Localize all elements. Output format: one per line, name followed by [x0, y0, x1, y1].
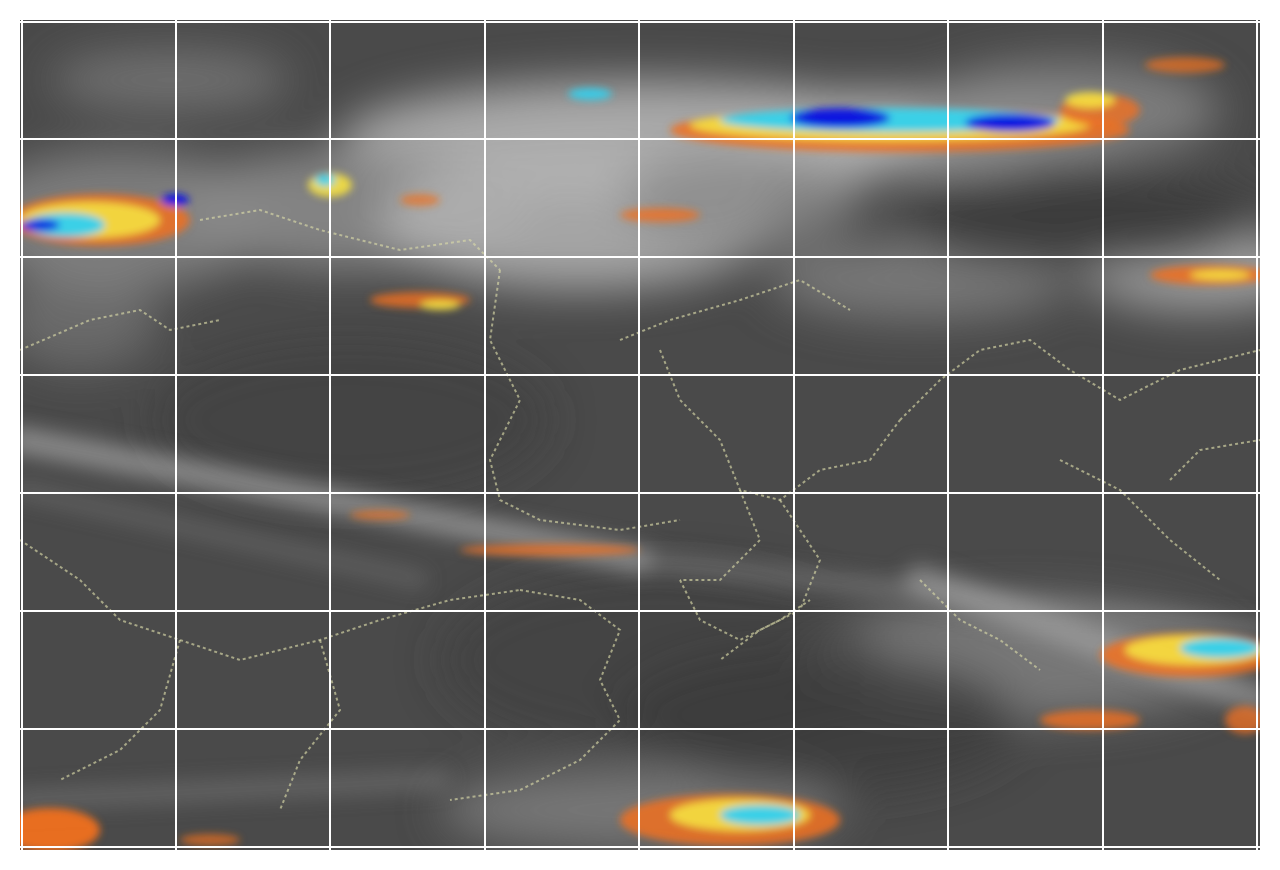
cloud-mass [900, 170, 1260, 270]
enhanced-cloud-top [965, 114, 1055, 132]
border-line [20, 539, 521, 662]
enhanced-cloud-top [568, 88, 612, 100]
enhanced-cloud-top [25, 213, 105, 237]
enhanced-cloud-top [20, 219, 60, 231]
enhanced-cloud-top [720, 805, 800, 825]
border-line [680, 489, 762, 581]
border-line [919, 579, 1041, 671]
border-line [59, 639, 181, 781]
cloud-streak [905, 565, 1260, 715]
border-line [679, 579, 811, 642]
border-line [1059, 459, 1221, 581]
enhanced-cloud-tops [20, 57, 1260, 850]
enhanced-cloud-top [790, 108, 890, 128]
border-line [899, 338, 1260, 421]
enhanced-cloud-top [1225, 706, 1260, 734]
cloud-mass [20, 270, 160, 370]
enhanced-cloud-top [1190, 270, 1250, 280]
cloud-mass [50, 50, 290, 110]
border-line [199, 208, 501, 271]
border-line [20, 308, 221, 351]
cloud-streak [20, 770, 450, 810]
border-line [449, 589, 622, 801]
political-borders [20, 208, 1260, 811]
lat-lon-grid [20, 20, 1260, 850]
cloud-mass [440, 570, 880, 750]
cloud-mass [150, 340, 550, 500]
enhanced-cloud-top [20, 808, 100, 850]
cloud-mass [620, 150, 860, 250]
enhanced-cloud-top [315, 174, 335, 186]
enhanced-cloud-top [420, 300, 460, 310]
border-line [619, 278, 851, 341]
enhanced-cloud-top [180, 834, 240, 846]
enhanced-cloud-top [1065, 92, 1115, 108]
enhanced-cloud-top [1180, 638, 1260, 658]
enhanced-cloud-top [460, 544, 640, 556]
cloud-streak [20, 483, 427, 587]
satellite-map [20, 20, 1260, 850]
enhanced-cloud-top [1040, 710, 1140, 730]
border-line [1169, 439, 1260, 481]
satellite-image [20, 20, 1260, 850]
enhanced-cloud-top [620, 208, 700, 222]
enhanced-cloud-top [1145, 57, 1225, 73]
border-line [719, 499, 822, 661]
cloud-streak-layer [20, 427, 1260, 810]
enhanced-cloud-top [400, 194, 440, 206]
enhanced-cloud-top [350, 510, 410, 520]
